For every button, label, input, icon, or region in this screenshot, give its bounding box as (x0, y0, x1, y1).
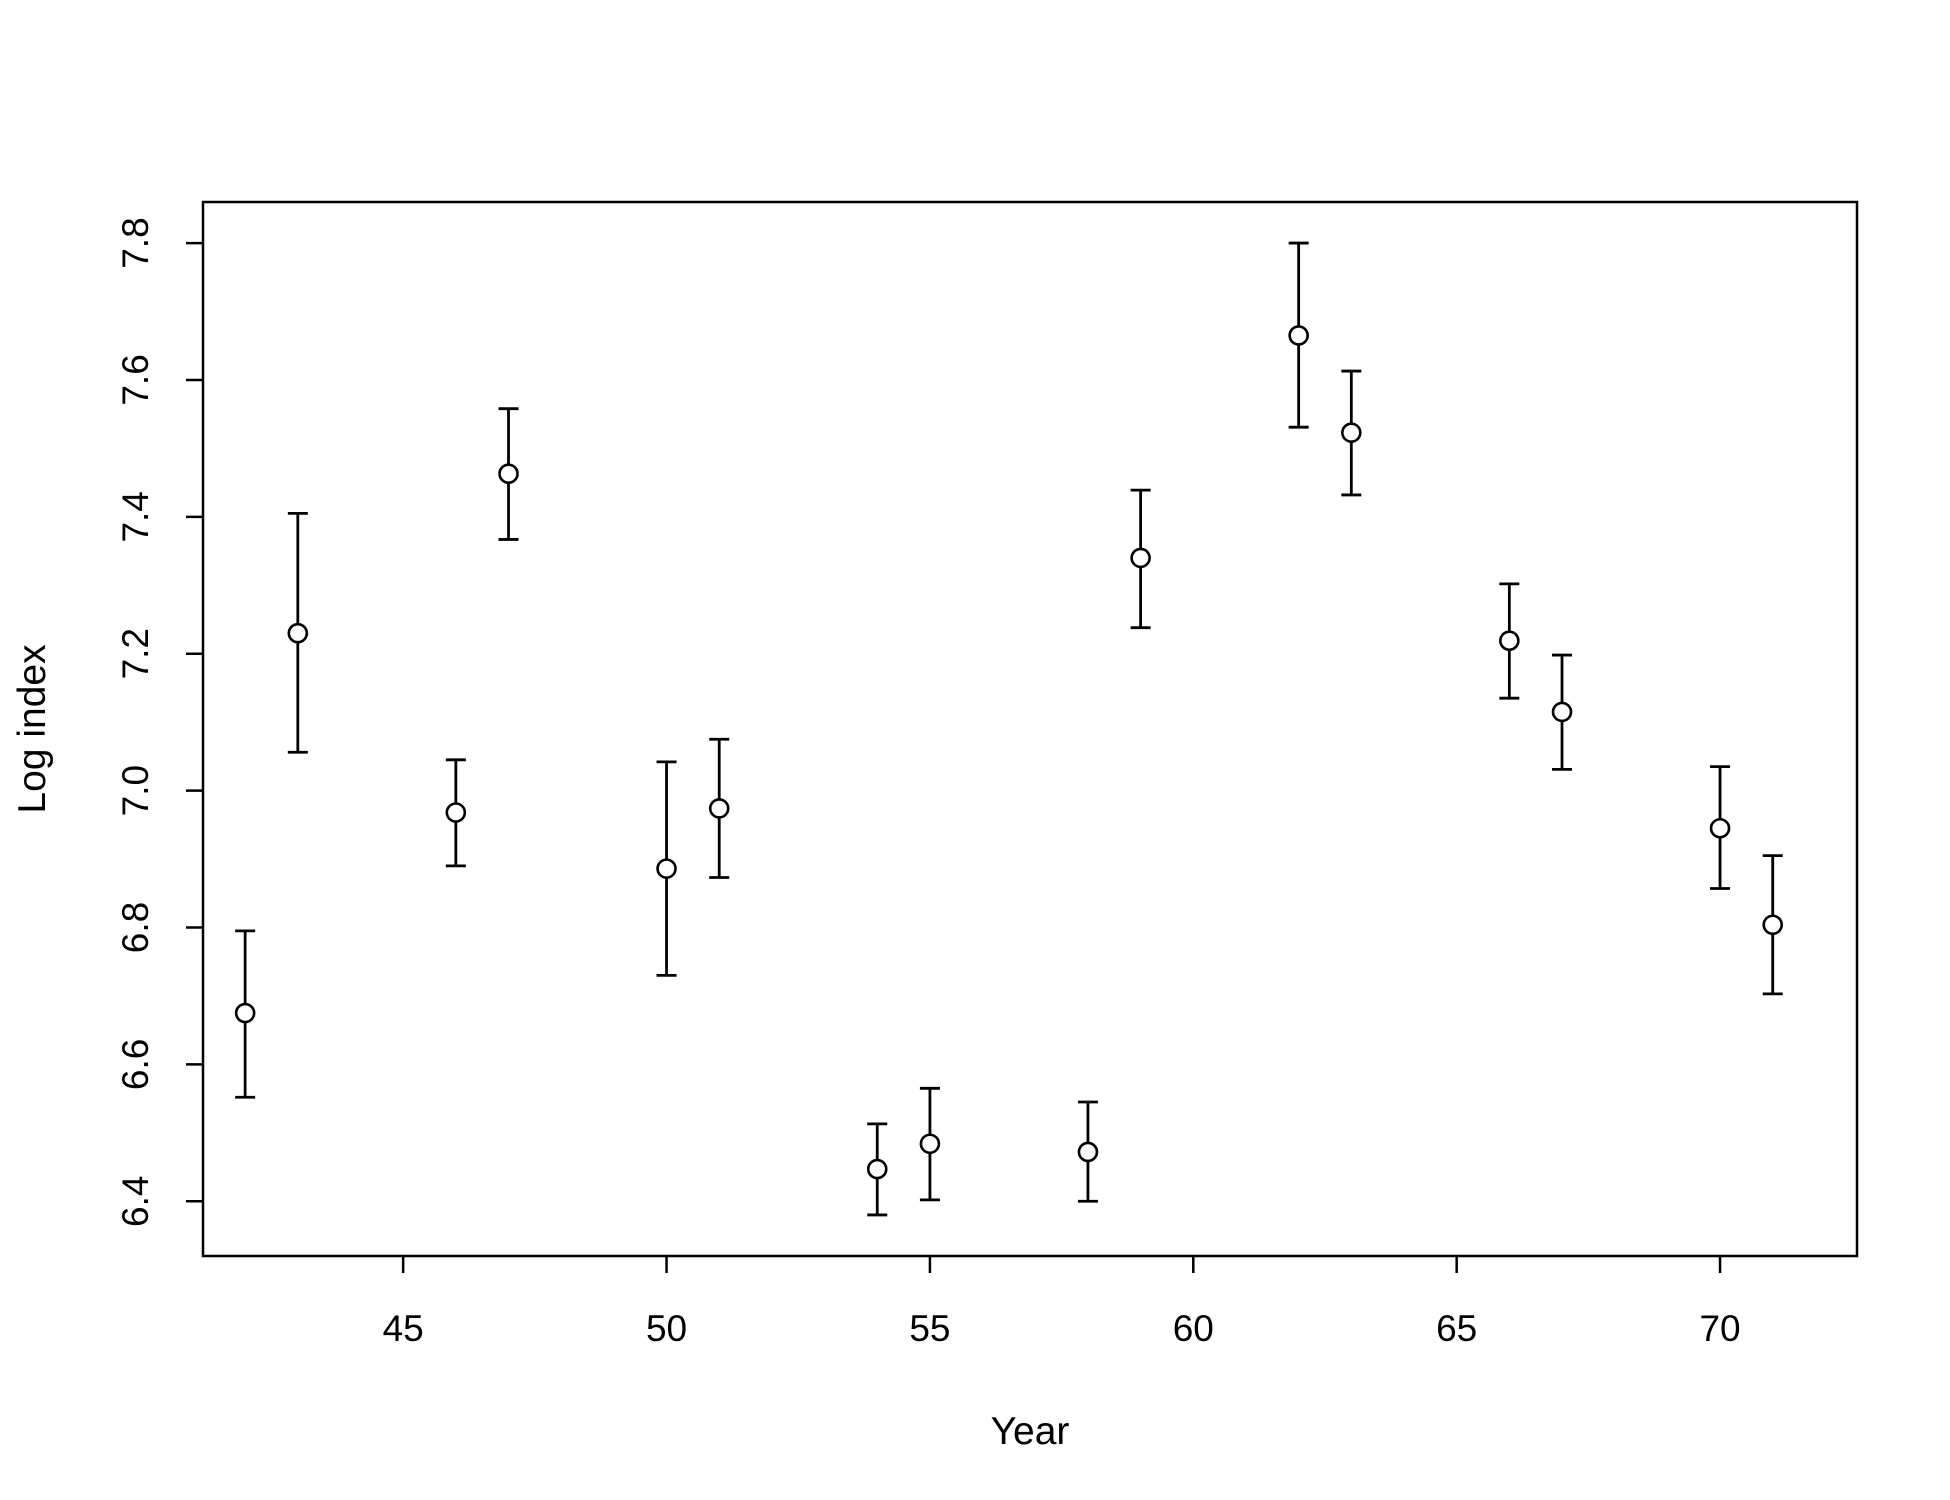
data-point (1077, 1141, 1099, 1163)
data-point (919, 1133, 941, 1155)
x-tick-label: 55 (909, 1308, 950, 1349)
error-bars (235, 241, 1783, 1217)
x-tick-label: 60 (1173, 1308, 1214, 1349)
data-point (1709, 817, 1731, 839)
data-point (1130, 547, 1151, 569)
data-point (234, 1002, 256, 1024)
x-tick-label: 65 (1436, 1308, 1477, 1349)
y-tick-label: 6.8 (115, 902, 156, 953)
x-tick-label: 45 (383, 1308, 424, 1349)
plot-frame (201, 200, 1859, 1258)
data-point (498, 463, 519, 485)
y-tick-label: 7.0 (115, 765, 156, 816)
x-axis: 45 50 55 60 65 70 (383, 1256, 1741, 1349)
data-point (1341, 422, 1362, 443)
data-point (445, 802, 467, 823)
y-tick-label: 7.2 (115, 628, 156, 679)
y-tick-label: 6.6 (115, 1039, 156, 1090)
x-tick-label: 70 (1699, 1308, 1740, 1349)
y-axis: 6.4 6.6 6.8 7.0 7.2 7.4 7.6 7.8 (115, 217, 203, 1227)
data-point (1551, 701, 1573, 723)
data-point (866, 1158, 888, 1180)
data-point (1499, 630, 1520, 652)
data-point (708, 798, 730, 819)
data-points (234, 325, 1784, 1180)
data-point (1288, 325, 1309, 346)
x-tick-label: 50 (646, 1308, 687, 1349)
data-point (1762, 914, 1784, 936)
data-point (656, 858, 677, 879)
y-tick-label: 6.4 (115, 1176, 156, 1227)
y-tick-label: 7.4 (115, 491, 156, 542)
x-axis-title: Year (991, 1410, 1070, 1453)
y-axis-title: Log index (11, 644, 54, 814)
data-point (287, 622, 309, 644)
y-tick-label: 7.8 (115, 217, 156, 268)
y-tick-label: 7.6 (115, 354, 156, 405)
